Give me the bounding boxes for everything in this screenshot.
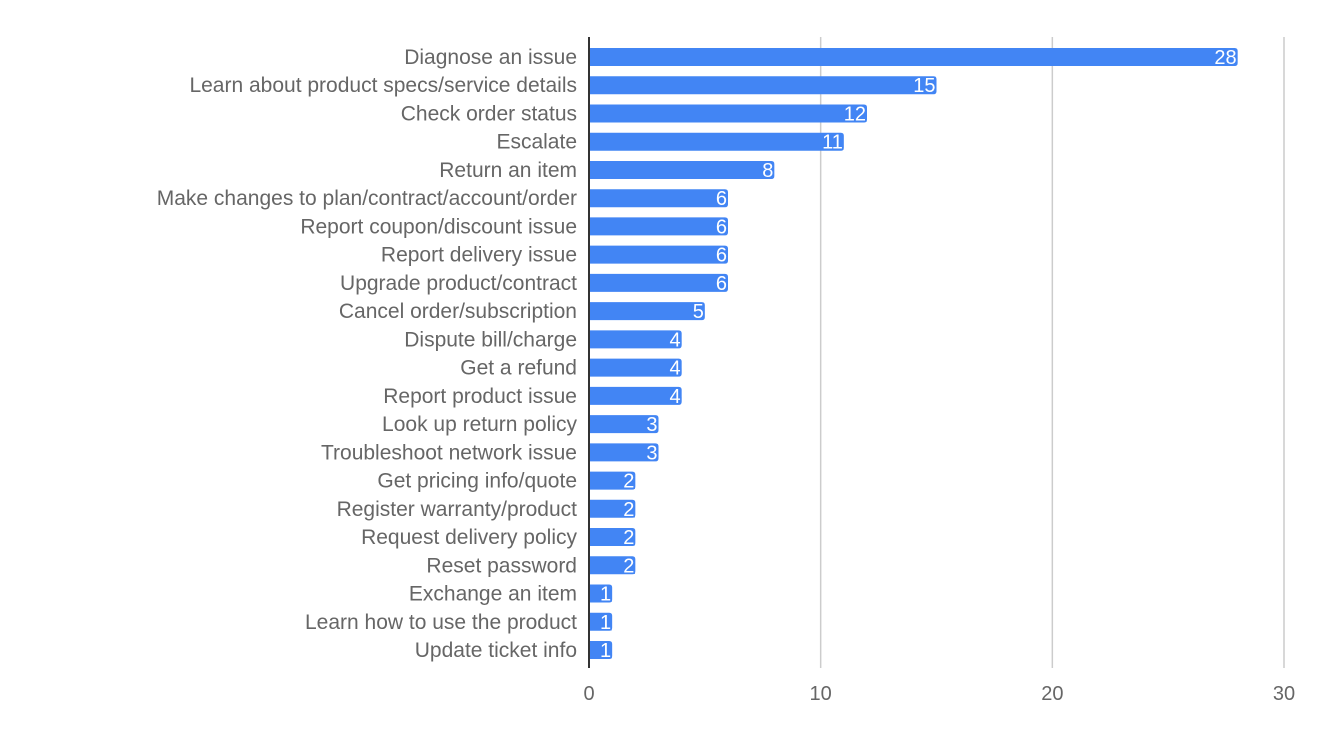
category-label: Report delivery issue	[381, 244, 577, 267]
data-label: 12	[844, 103, 866, 125]
bar	[589, 330, 682, 349]
category-label: Upgrade product/contract	[340, 272, 577, 295]
bar	[589, 528, 636, 547]
bar	[589, 76, 937, 95]
x-tick-label: 20	[1041, 683, 1063, 705]
x-axis-ticks: 0 10 20 30	[583, 683, 1295, 705]
bar	[589, 415, 659, 434]
data-label: 4	[670, 329, 681, 351]
data-label: 3	[646, 442, 657, 464]
bar	[589, 245, 728, 264]
category-label: Check order status	[401, 102, 577, 125]
category-label: Learn how to use the product	[305, 611, 577, 634]
category-label: Request delivery policy	[361, 526, 577, 549]
category-label: Cancel order/subscription	[339, 300, 577, 323]
category-label: Troubleshoot network issue	[321, 441, 577, 464]
bar	[589, 584, 613, 603]
bar	[589, 160, 775, 179]
x-tick-label: 0	[583, 683, 594, 705]
bar	[589, 358, 682, 377]
category-label: Learn about product specs/service detail…	[189, 74, 577, 97]
category-label: Exchange an item	[409, 583, 577, 606]
data-label: 11	[822, 132, 843, 154]
category-label: Return an item	[439, 159, 577, 182]
category-label: Report coupon/discount issue	[300, 215, 577, 238]
bar	[589, 189, 728, 208]
bar	[589, 641, 613, 659]
x-tick-label: 30	[1273, 683, 1295, 705]
category-label: Get pricing info/quote	[377, 470, 577, 493]
bar	[589, 556, 636, 575]
category-label: Look up return policy	[382, 413, 577, 436]
bar	[589, 132, 844, 151]
data-label: 6	[716, 273, 727, 295]
data-label: 28	[1214, 47, 1236, 69]
data-label: 15	[913, 75, 935, 97]
category-label: Update ticket info	[415, 639, 577, 662]
data-label: 2	[623, 471, 634, 493]
data-label: 6	[716, 216, 727, 238]
data-label: 2	[623, 555, 634, 577]
bar	[589, 612, 613, 631]
bar	[589, 104, 867, 123]
bar	[589, 273, 728, 292]
data-label: 1	[600, 612, 611, 634]
category-labels: Diagnose an issue Learn about product spe…	[157, 46, 578, 662]
data-label: 2	[623, 499, 634, 521]
category-label: Register warranty/product	[337, 498, 578, 521]
bar	[589, 302, 705, 321]
data-label: 6	[716, 188, 727, 210]
category-label: Get a refund	[460, 357, 577, 380]
category-label: Diagnose an issue	[404, 46, 577, 69]
data-label: 3	[646, 414, 657, 436]
category-label: Dispute bill/charge	[404, 328, 577, 351]
data-label: 1	[600, 584, 611, 606]
data-label: 8	[762, 160, 773, 182]
bar	[589, 386, 682, 405]
bar	[589, 48, 1238, 66]
category-label: Make changes to plan/contract/account/or…	[157, 187, 577, 210]
data-label: 4	[670, 386, 681, 408]
x-tick-label: 10	[810, 683, 832, 705]
data-label: 4	[670, 358, 681, 380]
bar	[589, 217, 728, 236]
bars	[589, 48, 1238, 659]
bar	[589, 443, 659, 462]
bar	[589, 471, 636, 490]
gridlines	[819, 37, 1285, 668]
category-label: Escalate	[496, 131, 577, 154]
category-label: Report product issue	[383, 385, 577, 408]
bar	[589, 499, 636, 518]
category-label: Reset password	[426, 554, 577, 577]
data-label: 1	[600, 640, 611, 662]
data-label: 6	[716, 245, 727, 267]
data-label: 2	[623, 527, 634, 549]
data-label: 5	[693, 301, 704, 323]
